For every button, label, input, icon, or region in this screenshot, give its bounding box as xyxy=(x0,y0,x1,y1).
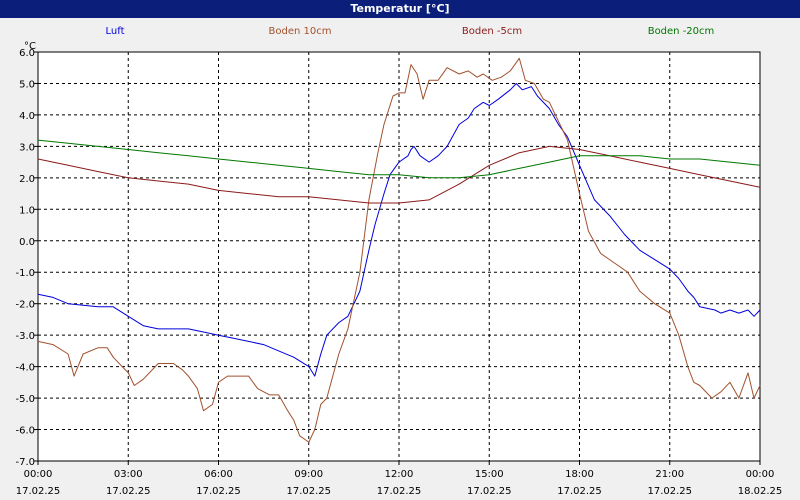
series-line-3 xyxy=(37,139,761,179)
y-tick-label: -3.0 xyxy=(15,331,35,342)
x-tick-time-label: 21:00 xyxy=(655,469,684,480)
legend-entry: Boden 10cm xyxy=(269,26,332,37)
x-tick-date-label: 18.02.25 xyxy=(738,486,783,497)
x-tick-date-label: 17.02.25 xyxy=(557,486,602,497)
x-tick-time-label: 15:00 xyxy=(475,469,504,480)
y-tick-label: -4.0 xyxy=(15,363,35,374)
x-tick-date-label: 17.02.25 xyxy=(647,486,692,497)
y-axis: 6.0 5.0 4.0 3.0 2.0 1.0 0.0 -1.0 -2.0 -3.0 -4.0 -5.… xyxy=(15,48,38,468)
y-tick-label: 3.0 xyxy=(19,142,35,153)
x-tick-time-label: 00:00 xyxy=(24,469,53,480)
x-tick-time-label: 12:00 xyxy=(385,469,414,480)
y-tick-label: 0.0 xyxy=(19,237,35,248)
y-tick-label: -1.0 xyxy=(15,268,35,279)
x-tick-date-label: 17.02.25 xyxy=(467,486,512,497)
x-axis: 00:00 17.02.25 03:00 17.02.25 06:00 17.02.25 0… xyxy=(16,461,783,497)
series-line-0 xyxy=(37,83,761,377)
x-tick-date-label: 17.02.25 xyxy=(196,486,241,497)
x-tick-time-label: 06:00 xyxy=(204,469,233,480)
legend-entry: Boden -5cm xyxy=(462,26,522,37)
y-tick-label: 6.0 xyxy=(19,48,35,59)
y-tick-label: 4.0 xyxy=(19,111,35,122)
x-tick-time-label: 18:00 xyxy=(565,469,594,480)
legend: Luft Boden 10cm Boden -5cm Boden -20cm xyxy=(106,26,715,37)
x-tick-date-label: 17.02.25 xyxy=(286,486,331,497)
y-tick-label: -7.0 xyxy=(15,457,35,468)
y-tick-label: 2.0 xyxy=(19,174,35,185)
series-lines xyxy=(37,57,761,443)
temperature-chart: 6.0 5.0 4.0 3.0 2.0 1.0 0.0 -1.0 -2.0 -3.0 -4.0 -5.… xyxy=(15,26,783,497)
series-line-2 xyxy=(37,145,761,204)
grid-lines xyxy=(38,52,760,461)
y-tick-label: -6.0 xyxy=(15,426,35,437)
series-line-1 xyxy=(37,57,761,443)
x-tick-date-label: 17.02.25 xyxy=(16,486,61,497)
y-tick-label: 1.0 xyxy=(19,205,35,216)
x-tick-time-label: 09:00 xyxy=(294,469,323,480)
x-tick-time-label: 03:00 xyxy=(114,469,143,480)
legend-entry: Boden -20cm xyxy=(648,26,715,37)
y-tick-label: -5.0 xyxy=(15,394,35,405)
legend-entry: Luft xyxy=(106,26,125,37)
x-tick-date-label: 17.02.25 xyxy=(106,486,151,497)
y-axis-unit-label: °C xyxy=(24,41,36,52)
x-tick-time-label: 00:00 xyxy=(746,469,775,480)
x-tick-date-label: 17.02.25 xyxy=(377,486,422,497)
y-tick-label: -2.0 xyxy=(15,300,35,311)
y-tick-label: 5.0 xyxy=(19,79,35,90)
chart-title: Temperatur [°C] xyxy=(0,0,800,18)
